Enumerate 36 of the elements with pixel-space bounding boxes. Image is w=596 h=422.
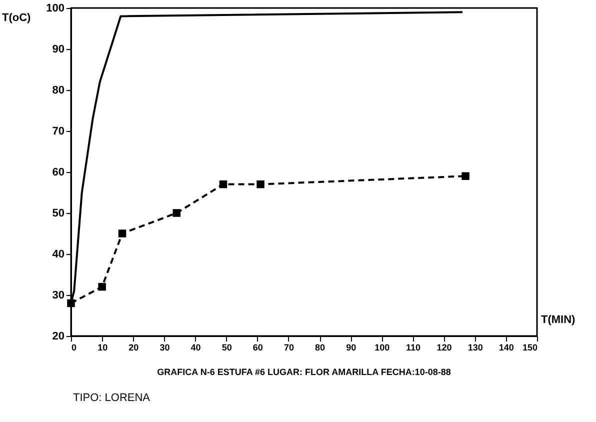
x-tick-label: 10 xyxy=(98,342,108,352)
x-tick-label: 60 xyxy=(252,342,263,352)
y-tick-label: 30 xyxy=(52,290,64,302)
y-tick-label: 80 xyxy=(52,84,64,96)
y-tick-label: 60 xyxy=(52,166,64,178)
point xyxy=(462,172,470,180)
x-tick-label: 110 xyxy=(406,342,420,352)
y-tick-label: 100 xyxy=(46,2,64,14)
y-tick-label: 20 xyxy=(52,330,64,342)
x-tick-label: 70 xyxy=(284,342,294,352)
x-tick-label: 30 xyxy=(160,342,170,352)
point xyxy=(98,282,106,291)
x-tick-label: 80 xyxy=(315,342,326,352)
point xyxy=(67,299,75,308)
x-tick-label: 100 xyxy=(374,342,390,352)
point xyxy=(118,230,126,238)
point xyxy=(256,180,264,188)
text: TIPO: LORENA xyxy=(73,392,151,404)
y-tick-label: 50 xyxy=(52,208,64,220)
x-tick-label: 0 xyxy=(72,342,77,352)
x-tick-label: 150 xyxy=(522,342,538,352)
x-tick-label: 20 xyxy=(128,342,139,352)
x-tick-label: 90 xyxy=(346,342,356,352)
x-axis-title: T(MIN) xyxy=(541,314,576,326)
x-tick-label: 40 xyxy=(190,342,201,352)
x-tick-label: 140 xyxy=(498,342,514,352)
y-tick-label: 70 xyxy=(52,126,64,138)
point xyxy=(172,209,180,217)
y-tick-label: 90 xyxy=(52,44,64,56)
x-tick-label: 120 xyxy=(436,342,452,352)
text: GRAFICA N-6 ESTUFA #6 LUGAR: FLOR AMARILLA FECHA:10-08-88 xyxy=(157,367,451,377)
point xyxy=(219,180,228,188)
x-tick-label: 50 xyxy=(222,342,232,352)
y-axis-title: T(oC) xyxy=(2,12,32,24)
y-tick-label: 40 xyxy=(52,248,64,260)
x-tick-label: 130 xyxy=(468,342,483,352)
